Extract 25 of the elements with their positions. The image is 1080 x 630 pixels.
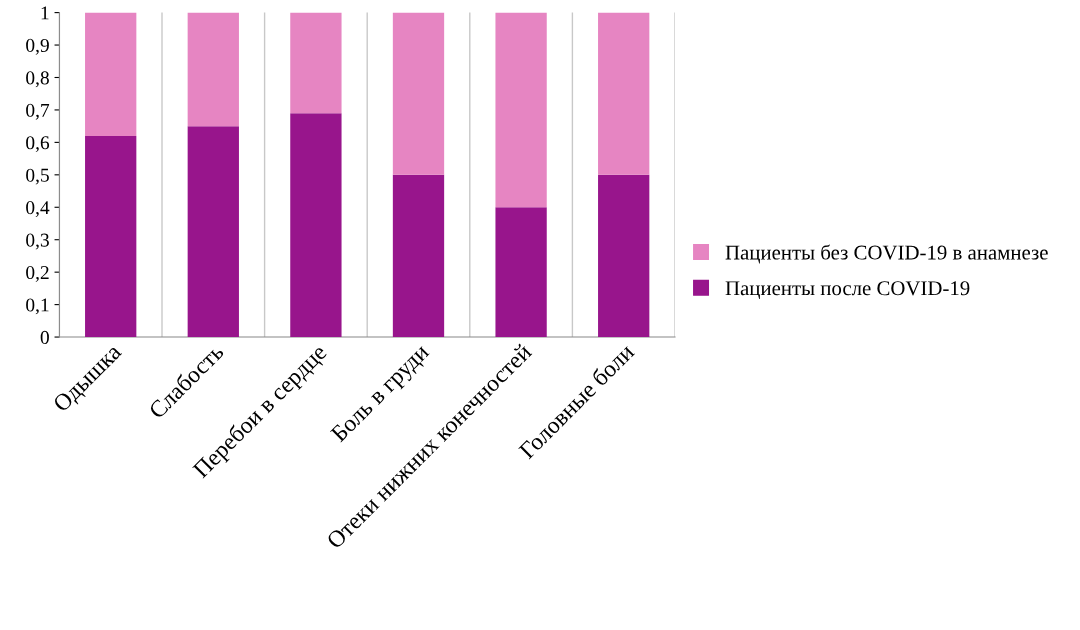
legend-label: Пациенты без COVID-19 в анамнезе [725,244,1048,264]
legend-label: Пациенты после COVID-19 [725,281,970,300]
bar [495,12,547,208]
y-tick-label: 0 [40,330,49,344]
bar [392,12,445,175]
bar [187,126,239,338]
bar [85,12,137,136]
y-tick-label: 0,3 [26,233,49,250]
bar [290,12,342,114]
bar [187,12,239,127]
y-tick-label: 1 [41,6,49,20]
y-tick-label: 0,4 [26,201,50,218]
bar [290,113,342,338]
y-tick-label: 0,7 [26,103,50,120]
y-tick-label: 0,8 [26,71,49,88]
y-tick-label: 0,6 [26,136,50,153]
bar [598,12,650,175]
y-tick-label: 0,1 [26,298,49,315]
bar [495,207,547,338]
bar [392,174,445,338]
bar [598,174,650,338]
y-tick-label: 0,5 [26,168,49,185]
y-tick-label: 0,9 [26,38,49,55]
bar [85,135,137,338]
y-tick-label: 0,2 [26,265,49,282]
